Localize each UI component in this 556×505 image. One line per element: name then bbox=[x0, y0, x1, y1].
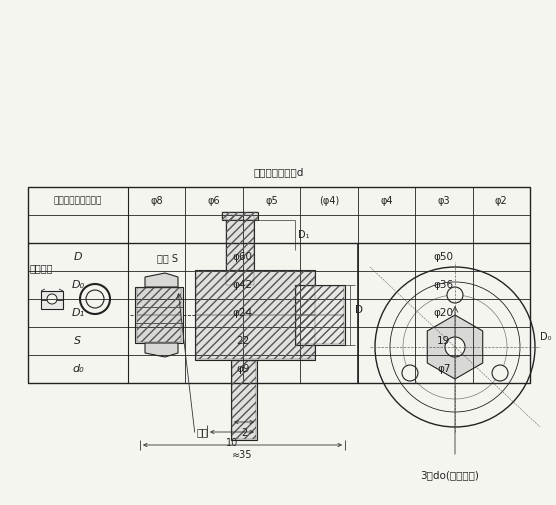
Polygon shape bbox=[135, 287, 183, 343]
Text: φ7: φ7 bbox=[437, 364, 450, 374]
Text: φ2: φ2 bbox=[495, 196, 508, 206]
Bar bbox=[222, 212, 258, 220]
Text: 2: 2 bbox=[241, 428, 247, 438]
Text: φ24: φ24 bbox=[233, 308, 253, 318]
Circle shape bbox=[375, 267, 535, 427]
Bar bbox=[232, 361, 256, 439]
Bar bbox=[296, 286, 344, 315]
Text: D₀: D₀ bbox=[540, 332, 552, 342]
Text: φ36: φ36 bbox=[434, 280, 454, 290]
Circle shape bbox=[86, 290, 104, 308]
Bar bbox=[28, 187, 530, 383]
Bar bbox=[231, 360, 257, 440]
Text: φ20: φ20 bbox=[434, 308, 454, 318]
Text: φ60: φ60 bbox=[233, 252, 253, 262]
Bar bbox=[295, 285, 345, 345]
Text: φ9: φ9 bbox=[236, 364, 250, 374]
Bar bbox=[222, 212, 258, 220]
Text: 可动卡套: 可动卡套 bbox=[30, 263, 53, 273]
Circle shape bbox=[492, 365, 508, 381]
Text: φ42: φ42 bbox=[233, 280, 253, 290]
Polygon shape bbox=[145, 273, 178, 287]
Circle shape bbox=[80, 284, 110, 314]
Text: 19: 19 bbox=[437, 336, 450, 346]
Text: D: D bbox=[74, 252, 82, 262]
Circle shape bbox=[402, 365, 418, 381]
Text: D₁: D₁ bbox=[298, 230, 310, 240]
Text: φ6: φ6 bbox=[208, 196, 221, 206]
Text: S: S bbox=[75, 336, 82, 346]
Text: 3孔do(等分圆周): 3孔do(等分圆周) bbox=[420, 470, 479, 480]
Bar bbox=[226, 215, 254, 285]
Polygon shape bbox=[428, 315, 483, 379]
Bar bbox=[296, 315, 344, 344]
Text: D₀: D₀ bbox=[71, 280, 85, 290]
Bar bbox=[226, 215, 254, 285]
Text: 板手 S: 板手 S bbox=[157, 253, 178, 263]
Text: φ8: φ8 bbox=[151, 196, 163, 206]
Text: φ4: φ4 bbox=[380, 196, 393, 206]
Text: 22: 22 bbox=[236, 336, 250, 346]
Text: 10: 10 bbox=[226, 438, 238, 448]
Text: (φ4): (φ4) bbox=[319, 196, 339, 206]
Text: φ50: φ50 bbox=[434, 252, 454, 262]
Text: D: D bbox=[355, 305, 363, 315]
Text: D₁: D₁ bbox=[71, 308, 85, 318]
Polygon shape bbox=[145, 343, 178, 357]
Text: 铠装热电偶外径d: 铠装热电偶外径d bbox=[254, 167, 304, 177]
Text: φ5: φ5 bbox=[265, 196, 278, 206]
Circle shape bbox=[447, 287, 463, 303]
Text: 卡套: 卡套 bbox=[197, 427, 208, 437]
Circle shape bbox=[445, 337, 465, 357]
Bar bbox=[41, 291, 63, 309]
Text: d₀: d₀ bbox=[72, 364, 84, 374]
Text: ≈35: ≈35 bbox=[232, 450, 252, 460]
Text: φ3: φ3 bbox=[438, 196, 450, 206]
Polygon shape bbox=[195, 270, 315, 360]
Text: 固定装置代号和尺寸: 固定装置代号和尺寸 bbox=[54, 196, 102, 206]
Circle shape bbox=[47, 294, 57, 304]
